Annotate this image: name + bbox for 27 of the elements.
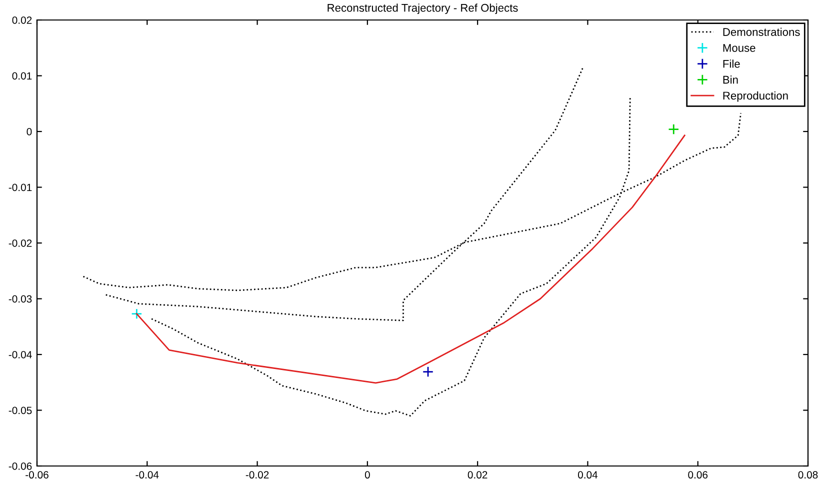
y-tick-label: 0 [26,128,32,136]
x-tick-label: 0.06 [688,471,708,479]
y-tick-label: -0.05 [8,406,32,414]
y-tick-label: -0.03 [8,295,32,303]
y-tick-label: 0.01 [12,72,32,80]
legend-label: File [723,60,740,68]
legend-label: Demonstrations [723,28,800,36]
point [668,124,680,135]
x-tick-label: -0.02 [246,471,269,479]
point [422,366,434,378]
y-tick-label: -0.04 [8,351,32,358]
y-tick-label: 0.02 [12,16,32,24]
y-tick-label: -0.06 [8,462,32,470]
x-tick-label: -0.06 [26,471,48,479]
y-tick-label: -0.02 [8,240,32,247]
legend-label: Reproduction [723,91,788,102]
line-series [136,134,686,384]
y-tick-label: -0.01 [8,184,32,192]
chart-title: Reconstructed Trajectory - Ref Objects [328,4,518,14]
x-tick-label: -0.04 [136,471,159,479]
x-tick-label: 0 [364,471,370,479]
point [131,308,142,320]
x-tick-label: 0.08 [798,471,818,479]
x-tick-label: 0.04 [578,471,598,479]
legend-label: Bin [723,76,738,84]
x-tick-label: 0.02 [468,471,488,479]
legend-label: Mouse [723,44,756,52]
